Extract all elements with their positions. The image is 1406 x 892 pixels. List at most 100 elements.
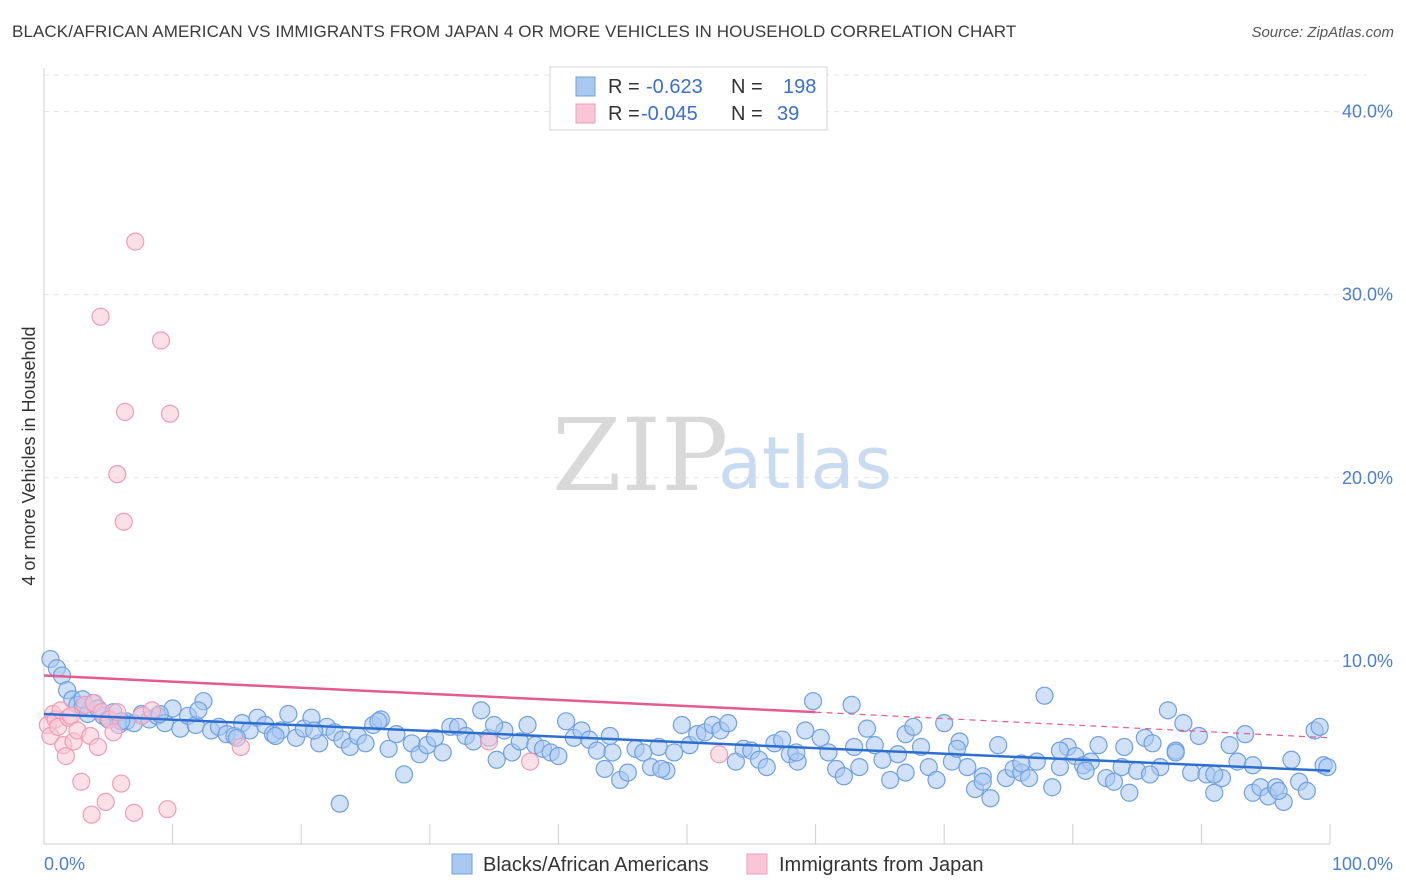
point-s0-117 — [911, 737, 931, 757]
point-s0-114 — [888, 745, 908, 764]
point-s1-34 — [114, 512, 133, 531]
point-s1-12 — [72, 772, 91, 791]
point-s1-24 — [124, 803, 144, 822]
point-s0-92 — [719, 714, 738, 733]
point-s0-147 — [1143, 734, 1162, 753]
point-s0-194 — [973, 772, 992, 791]
point-s0-54 — [425, 728, 445, 747]
point-s0-171 — [1318, 757, 1337, 777]
trend-line-ext-s1 — [815, 711, 1331, 739]
y-axis-label: 4 or more Vehicles in Household — [19, 326, 39, 585]
point-s1-26 — [142, 701, 162, 720]
point-s0-127 — [989, 736, 1008, 755]
watermark-atlas: atlas — [718, 421, 892, 505]
point-s0-112 — [873, 750, 892, 769]
point-s1-30 — [151, 331, 171, 350]
point-s0-190 — [266, 726, 285, 746]
point-s0-85 — [665, 743, 684, 762]
bottom-legend-label-pink: Immigrants from Japan — [779, 854, 984, 876]
point-s1-27 — [158, 800, 177, 819]
legend: R = -0.623 N = 198 R = -0.045 N = 39 — [549, 66, 828, 131]
legend-n-label-1: N = — [731, 76, 763, 98]
point-s0-169 — [1310, 717, 1329, 736]
legend-n-value-2: 39 — [777, 103, 799, 125]
legend-r-label-2: R = — [608, 103, 640, 125]
point-s1-37 — [521, 752, 540, 771]
point-s0-45 — [356, 734, 375, 753]
point-s0-79 — [618, 763, 637, 782]
trend-lines — [43, 674, 1331, 773]
point-s0-116 — [904, 717, 923, 736]
point-s1-32 — [160, 404, 180, 423]
legend-box — [549, 66, 828, 131]
point-s1-20 — [104, 723, 123, 742]
legend-swatch-pink — [575, 103, 596, 124]
point-s0-108 — [842, 695, 861, 714]
point-s0-178 — [600, 726, 619, 746]
point-s0-196 — [1115, 737, 1134, 757]
point-s0-177 — [485, 715, 504, 735]
point-s1-36 — [479, 732, 499, 751]
legend-r-value-1: -0.623 — [646, 76, 703, 98]
chart-title: BLACK/AFRICAN AMERICAN VS IMMIGRANTS FRO… — [12, 22, 1017, 41]
point-s1-31 — [115, 402, 135, 421]
point-s0-185 — [1269, 781, 1288, 801]
point-s0-134 — [1043, 778, 1062, 797]
point-s0-123 — [958, 757, 977, 777]
point-s0-107 — [834, 767, 853, 786]
legend-n-label-2: N = — [731, 103, 763, 125]
point-s0-113 — [881, 770, 900, 790]
legend-r-label-1: R = — [608, 76, 640, 98]
point-s0-133 — [1035, 686, 1054, 705]
point-s0-181 — [1012, 754, 1031, 773]
point-s0-71 — [557, 712, 576, 731]
point-s0-151 — [1174, 714, 1193, 733]
point-s0-135 — [1050, 757, 1070, 777]
source-label: Source: ZipAtlas.com — [1251, 24, 1394, 41]
point-s1-38 — [710, 745, 729, 764]
point-s0-182 — [1076, 761, 1095, 780]
point-s0-48 — [379, 739, 398, 758]
point-s0-173 — [189, 701, 208, 720]
point-s0-183 — [1140, 765, 1160, 784]
point-s0-179 — [896, 763, 915, 782]
point-s1-16 — [88, 737, 108, 757]
point-s1-23 — [82, 805, 101, 824]
point-s0-149 — [1158, 701, 1178, 720]
point-s0-75 — [587, 741, 607, 760]
gridlines — [44, 74, 1366, 662]
point-s0-165 — [1282, 750, 1301, 769]
legend-r-value-2: -0.045 — [641, 103, 698, 125]
point-s0-176 — [1166, 743, 1185, 762]
point-s0-193 — [845, 737, 864, 757]
point-s0-110 — [857, 719, 877, 738]
watermark-zip: ZIP — [552, 397, 728, 514]
legend-swatch-blue — [575, 76, 596, 97]
point-s0-126 — [981, 789, 1000, 808]
point-s0-102 — [796, 721, 815, 740]
point-s0-131 — [1019, 768, 1039, 788]
point-s0-119 — [927, 770, 946, 790]
y-tick-label-1: 20.0% — [1342, 468, 1393, 488]
point-s0-195 — [1050, 741, 1070, 760]
point-s1-22 — [112, 774, 131, 793]
point-s0-152 — [1182, 763, 1201, 782]
point-s0-105 — [819, 743, 838, 762]
point-s0-153 — [1189, 726, 1208, 746]
point-s0-35 — [279, 704, 298, 724]
point-s0-70 — [549, 747, 568, 766]
point-s1-28 — [91, 307, 110, 326]
x-tick-labels: 0.0% 100.0% — [44, 854, 1393, 874]
point-s1-35 — [231, 737, 250, 757]
point-s0-120 — [935, 714, 954, 733]
point-s1-18 — [96, 792, 115, 811]
point-s0-77 — [603, 743, 622, 762]
point-s0-172 — [330, 794, 349, 813]
point-s0-97 — [757, 757, 776, 777]
point-s0-140 — [1089, 736, 1108, 755]
point-s0-104 — [811, 728, 830, 747]
point-s0-76 — [595, 759, 614, 779]
watermark: ZIP atlas — [552, 397, 892, 514]
point-s0-157 — [1220, 736, 1239, 755]
